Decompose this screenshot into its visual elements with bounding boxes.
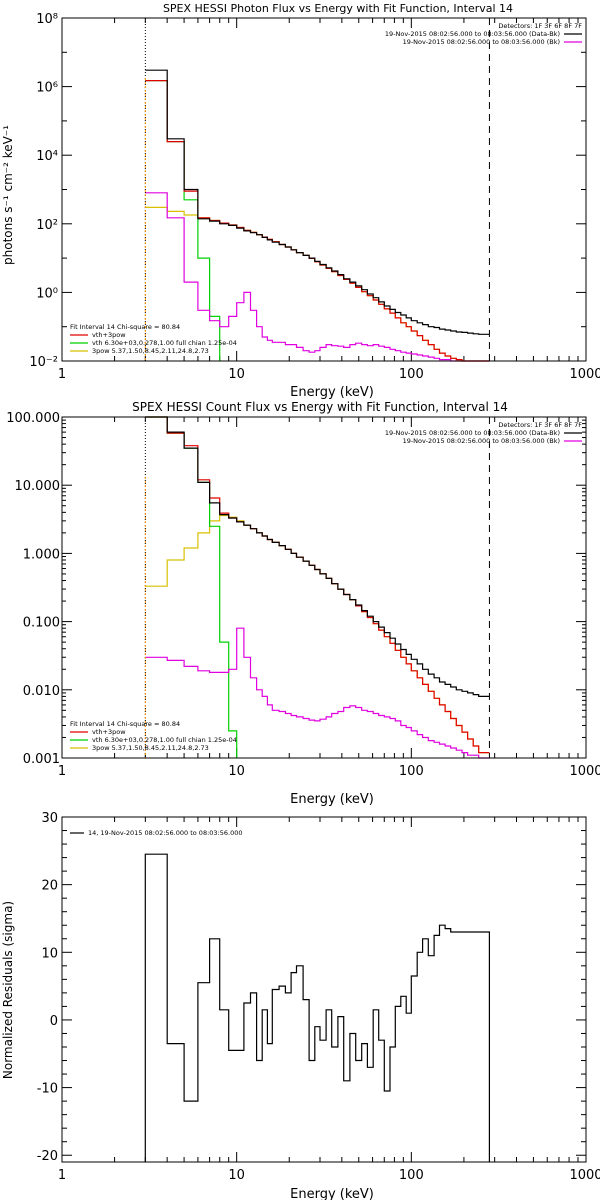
photon-flux-panel: SPEX HESSI Photon Flux vs Energy with Fi…	[1, 2, 600, 400]
photon-flux-series	[145, 69, 490, 362]
photon-flux-frame	[61, 17, 587, 362]
x-tick-label: 100	[399, 764, 424, 779]
y-tick-label: 10²	[36, 218, 58, 233]
residuals-panel: Normalized Residuals (sigma) Energy (keV…	[1, 811, 600, 1200]
y-tick-label: 20	[41, 879, 58, 894]
count-flux-xlabel: Energy (keV)	[290, 792, 374, 807]
legend-entry: 19-Nov-2015 08:02:56.000 to 08:03:56.000…	[403, 38, 560, 46]
photon-flux-title: SPEX HESSI Photon Flux vs Energy with Fi…	[163, 2, 513, 15]
y-tick-label: 100.000	[6, 411, 60, 426]
legend-entry: 19-Nov-2015 08:02:56.000 to 08:03:56.000…	[385, 429, 560, 437]
y-tick-label: 0.010	[23, 684, 60, 699]
y-tick-label: 10.000	[15, 479, 61, 494]
residuals-frame	[61, 816, 587, 1163]
x-tick-label: 1000	[569, 1168, 600, 1183]
legend-entry: 19-Nov-2015 08:02:56.000 to 08:03:56.000…	[385, 30, 560, 38]
x-tick-label: 1000	[569, 367, 600, 382]
y-tick-label: 10⁰	[36, 286, 58, 301]
legend-entry: 14, 19-Nov-2015 08:02:56.000 to 08:03:56…	[88, 829, 242, 837]
y-tick-label: -20	[37, 1149, 58, 1164]
series-bk-line	[145, 192, 490, 362]
legend-entry: vth+3pow	[92, 728, 126, 736]
photon-flux-ticks: 1 10 100 1000 10⁻² 10⁰ 10² 10⁴ 10⁶ 10⁸	[29, 12, 600, 382]
photon-flux-markers	[144, 18, 490, 361]
x-tick-label: 100	[399, 1168, 424, 1183]
legend-detectors: Detectors: 1F 3F 6F 8F 7F	[498, 22, 582, 30]
x-tick-label: 1	[58, 1168, 66, 1183]
series-14-19-nov-2015-08-02-56-000-to-08-03-56-000-line	[144, 853, 490, 1162]
residuals-ylabel: Normalized Residuals (sigma)	[1, 901, 15, 1079]
y-tick-label: 0.100	[23, 616, 60, 631]
x-tick-label: 1	[58, 367, 66, 382]
y-tick-label: 0	[50, 1014, 58, 1029]
x-tick-label: 10	[228, 764, 245, 779]
legend-fit-info: Fit Interval 14 Chi-square = 80.84	[70, 323, 180, 331]
legend-entry: 3pow 5.37,1.50,8.45,2.11,24.8,2.73	[92, 347, 209, 355]
count-flux-ticks: 1 10 100 1000 0.001 0.010 0.100 1.000 10.000 100.…	[6, 411, 600, 779]
legend-entry: 3pow 5.37,1.50,8.45,2.11,24.8,2.73	[92, 744, 209, 752]
legend-fit-info: Fit Interval 14 Chi-square = 80.84	[70, 720, 180, 728]
count-flux-title: SPEX HESSI Count Flux vs Energy with Fit…	[132, 400, 508, 414]
x-tick-label: 10	[228, 1168, 245, 1183]
series-bk-line	[145, 627, 490, 759]
y-tick-label: 10	[41, 946, 58, 961]
count-flux-frame	[61, 416, 587, 759]
y-tick-label: 10⁻²	[29, 355, 58, 370]
x-tick-label: 1000	[569, 764, 600, 779]
x-tick-label: 10	[228, 367, 245, 382]
photon-flux-ylabel: photons s⁻¹ cm⁻² keV⁻¹	[1, 125, 15, 265]
y-tick-label: 30	[41, 811, 58, 826]
series-data-bk-line	[145, 416, 490, 697]
count-flux-panel: SPEX HESSI Count Flux vs Energy with Fit…	[6, 400, 600, 807]
residuals-series	[144, 853, 490, 1162]
y-tick-label: 10⁴	[36, 149, 58, 164]
series-data-bk-line	[145, 69, 490, 335]
y-tick-label: 10⁶	[36, 81, 58, 96]
y-tick-label: 0.001	[23, 752, 60, 767]
legend-entry: 19-Nov-2015 08:02:56.000 to 08:03:56.000…	[403, 437, 560, 445]
x-tick-label: 100	[399, 367, 424, 382]
residuals-xlabel: Energy (keV)	[290, 1187, 374, 1200]
y-tick-label: -10	[37, 1082, 58, 1097]
legend-entry: vth+3pow	[92, 331, 126, 339]
y-tick-label: 10⁸	[36, 12, 58, 27]
count-flux-series	[145, 416, 490, 759]
residuals-legend: 14, 19-Nov-2015 08:02:56.000 to 08:03:56…	[70, 829, 242, 837]
legend-detectors: Detectors: 1F 3F 6F 8F 7F	[498, 421, 582, 429]
photon-flux-xlabel: Energy (keV)	[290, 385, 374, 400]
y-tick-label: 1.000	[23, 547, 60, 562]
x-tick-label: 1	[58, 764, 66, 779]
count-flux-markers	[144, 417, 490, 758]
legend-entry: vth 6.30e+03,0.278,1.00 full chian 1.25e…	[92, 736, 237, 744]
legend-entry: vth 6.30e+03,0.278,1.00 full chian 1.25e…	[92, 339, 237, 347]
